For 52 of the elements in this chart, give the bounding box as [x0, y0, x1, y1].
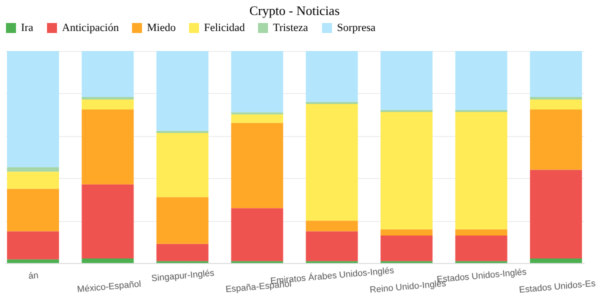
legend-label: Tristeza — [273, 22, 308, 34]
bar — [231, 122, 284, 208]
bar — [306, 231, 358, 262]
bar — [156, 197, 208, 244]
bar — [380, 229, 433, 236]
legend-label: Anticipación — [62, 22, 120, 34]
bar — [380, 112, 433, 230]
bar — [156, 51, 208, 131]
bar — [530, 258, 582, 263]
bar — [530, 170, 582, 259]
bar — [380, 110, 433, 112]
x-tick-label: Singapur-Inglés — [150, 268, 216, 284]
bar — [7, 188, 60, 232]
bar — [7, 259, 60, 263]
bar — [156, 133, 208, 198]
bar — [380, 235, 433, 262]
bar — [7, 172, 60, 189]
bar — [82, 100, 134, 110]
x-tick-label: México-Español — [76, 278, 142, 294]
bar — [530, 110, 582, 170]
bar — [82, 97, 134, 100]
bar — [455, 112, 508, 230]
bar — [455, 110, 508, 112]
bar — [306, 51, 358, 102]
bar — [7, 231, 60, 260]
bar — [156, 244, 208, 262]
bar — [82, 51, 134, 98]
legend-label: Ira — [21, 22, 34, 34]
bar — [231, 51, 284, 112]
bar — [530, 100, 582, 110]
bar — [82, 184, 134, 259]
bar — [530, 51, 582, 98]
bar — [455, 51, 508, 110]
bar — [306, 220, 358, 232]
bar — [530, 97, 582, 100]
legend-label: Miedo — [147, 22, 176, 34]
bar — [306, 104, 358, 221]
bar — [7, 167, 60, 172]
bar — [156, 130, 208, 134]
bar — [455, 229, 508, 236]
x-tick-label: án — [28, 270, 39, 281]
bar — [82, 258, 134, 263]
bar — [7, 51, 60, 168]
bar — [455, 235, 508, 262]
bar — [82, 110, 134, 184]
bar — [231, 114, 284, 123]
x-tick-label: Estados Unidos-Es — [518, 278, 596, 295]
legend-label: Felicidad — [204, 22, 246, 34]
chart-title: Crypto - Noticias — [249, 3, 340, 18]
legend-label: Sorpresa — [337, 22, 376, 34]
bar — [380, 51, 433, 110]
bar — [231, 208, 284, 262]
